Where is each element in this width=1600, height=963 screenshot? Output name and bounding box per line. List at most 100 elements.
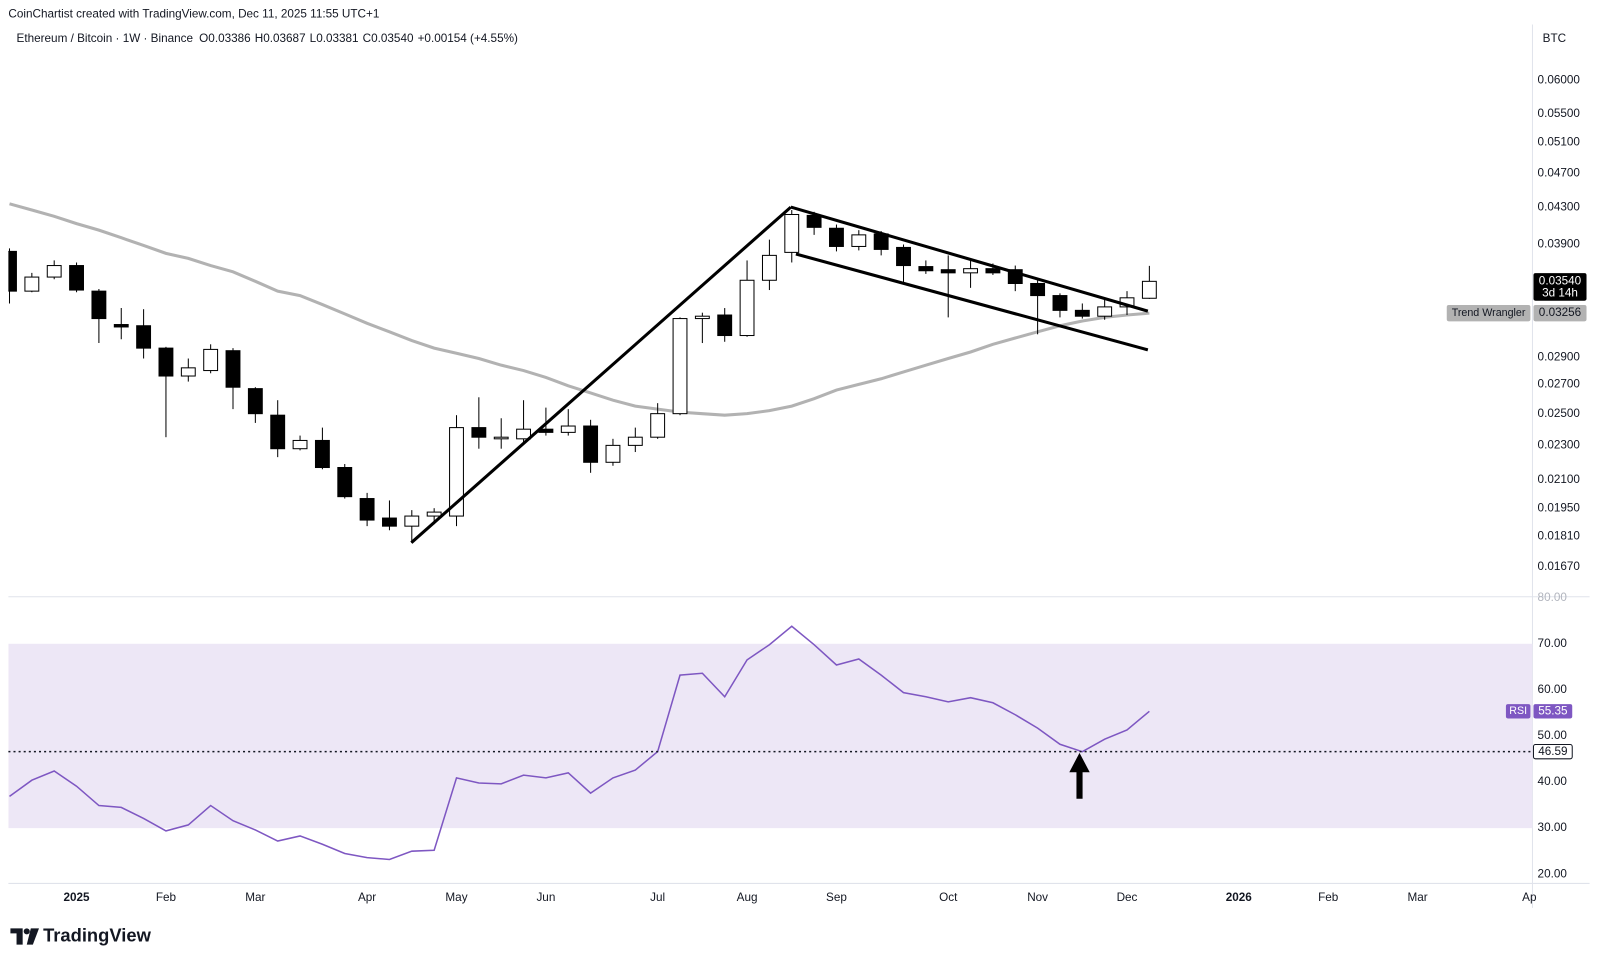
candle-body	[225, 350, 241, 388]
candle-body	[113, 324, 129, 328]
x-tick-label: Feb	[156, 891, 177, 904]
rsi-pane	[8, 625, 1533, 861]
y-tick-label: 0.01810	[1538, 530, 1581, 543]
candle-body	[851, 234, 867, 247]
x-tick-label: Dec	[1117, 891, 1138, 904]
x-tick-label: Sep	[826, 891, 847, 904]
rsi-line	[9, 625, 1150, 861]
x-tick-label: Oct	[939, 891, 958, 904]
y-tick-label: 0.05100	[1538, 136, 1581, 149]
legend-key: O	[199, 32, 208, 45]
y-tick-label: 0.03900	[1538, 238, 1581, 251]
logo-mark	[23, 928, 30, 935]
y-tick-label: 0.01670	[1538, 560, 1581, 573]
candle-body	[136, 325, 152, 349]
candle-body	[1030, 282, 1046, 297]
candle-body	[829, 227, 844, 247]
trend-line	[795, 252, 1149, 352]
x-tick-label: Jun	[536, 891, 555, 904]
candle-body	[761, 254, 777, 281]
series-name-tag	[1505, 704, 1531, 719]
drawings	[410, 205, 1149, 799]
y-tick-label: 0.02500	[1538, 407, 1581, 420]
currency: BTC	[1543, 32, 1567, 45]
y-tick-label: 40.00	[1538, 775, 1568, 788]
legend-key: L	[310, 32, 317, 45]
x-tick-label: 2026	[1226, 891, 1253, 904]
legend-key: C	[363, 32, 372, 45]
candle-body	[292, 439, 308, 450]
y-tick-label: 0.02100	[1538, 473, 1581, 486]
overlay-name: Trend Wrangler	[1452, 307, 1526, 319]
legend-value: 0.03386	[208, 32, 250, 45]
candle-body	[158, 347, 174, 377]
candle-body	[1141, 280, 1157, 299]
y-tick-label: 50.00	[1538, 729, 1568, 742]
candle-body	[404, 515, 420, 527]
legend-value: 0.03687	[263, 32, 305, 45]
candle-body	[672, 318, 688, 415]
y-tick-label: 0.02300	[1538, 438, 1581, 451]
candle-body	[560, 425, 576, 433]
brand: TradingView	[43, 924, 152, 945]
legend-value: 0.03540	[371, 32, 414, 45]
logo-mark	[26, 928, 39, 945]
candle-body	[516, 428, 531, 440]
legend-value: 0.03381	[316, 32, 358, 45]
series-value-tag	[1533, 704, 1573, 719]
y-tick-label: 0.04300	[1538, 200, 1581, 213]
legend-key: H	[255, 32, 263, 45]
candle-body	[24, 276, 40, 292]
x-tick-label: Apr	[358, 891, 376, 904]
candle-body	[650, 413, 666, 438]
candle-body	[180, 367, 196, 377]
brand-logo	[10, 928, 39, 945]
y-tick-label: 0.05500	[1538, 107, 1581, 120]
candle-body	[985, 268, 1001, 274]
x-tick-label: Mar	[1407, 891, 1427, 904]
candle-body	[1052, 295, 1068, 311]
y-tick-label: 0.01950	[1538, 501, 1581, 514]
reference-tag	[1532, 744, 1573, 760]
trend-line	[410, 205, 792, 544]
candle-body	[270, 414, 286, 450]
overlay-value-tag	[1533, 304, 1587, 322]
x-tick-label: May	[445, 891, 467, 904]
candle-body	[203, 348, 219, 372]
price-pane	[8, 202, 1157, 543]
candle-body	[739, 279, 755, 337]
candle-body	[583, 425, 599, 463]
overlay-line	[9, 202, 1150, 417]
candle-body	[426, 511, 442, 517]
chart-title: Ethereum / Bitcoin · 1W · Binance O0.0338…	[17, 32, 518, 45]
trend-line	[790, 205, 1149, 313]
y-tick-label: 20.00	[1538, 867, 1568, 880]
change: +0.00154 (+4.55%)	[418, 32, 518, 45]
overlay-name-tag	[1446, 304, 1531, 322]
y-tick-label: 30.00	[1538, 821, 1568, 834]
x-tick-label: 2025	[64, 891, 91, 904]
candle-body	[784, 213, 800, 253]
candle-body	[717, 314, 733, 337]
candle-body	[46, 265, 62, 278]
candle-body	[896, 246, 911, 267]
candle-body	[493, 436, 509, 440]
candle-body	[314, 439, 330, 469]
candle-body	[940, 269, 956, 274]
x-tick-label: Ap	[1522, 891, 1537, 904]
y-tick-label: 70.00	[1538, 637, 1568, 650]
candle-body	[806, 214, 822, 228]
candle-body	[91, 290, 107, 320]
candle-body	[605, 444, 621, 463]
y-tick-label: 0.04700	[1538, 167, 1581, 180]
candle-body	[471, 427, 487, 438]
last-price-tag	[1533, 273, 1587, 301]
candle-body	[8, 250, 17, 292]
candle-body	[1097, 306, 1113, 317]
x-tick-label: Feb	[1318, 891, 1339, 904]
attribution: CoinChartist created with TradingView.co…	[8, 7, 379, 20]
candle-body	[247, 388, 263, 415]
candle-body	[627, 436, 643, 446]
candle-body	[359, 498, 375, 521]
